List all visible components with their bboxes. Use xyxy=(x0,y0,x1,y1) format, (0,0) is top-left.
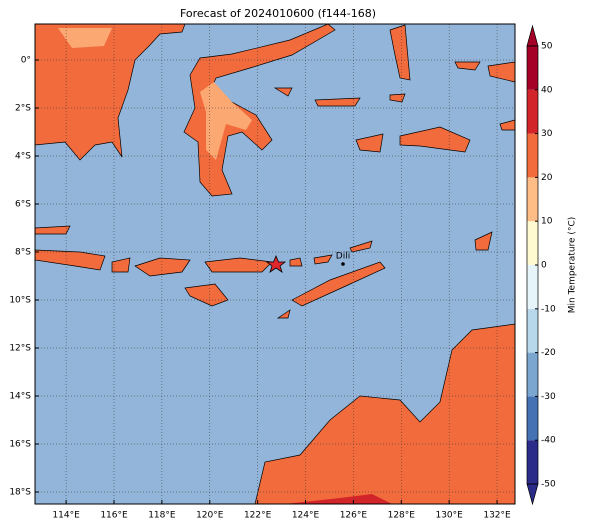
colorbar-bin xyxy=(527,396,538,441)
colorbar-tick-label: -50 xyxy=(541,480,556,490)
colorbar-tick-label: 50 xyxy=(541,42,553,52)
sumbawa xyxy=(111,257,191,277)
sumba xyxy=(184,283,229,307)
x-tick-label: 114°E xyxy=(52,511,80,521)
colorbar-tick-label: 0 xyxy=(541,261,547,271)
hot-zone xyxy=(285,494,392,504)
x-tick-label: 116°E xyxy=(100,511,128,521)
colorbar-label: Min Temperature (°C) xyxy=(568,217,578,314)
y-tick-label: 8°S xyxy=(15,248,31,258)
y-tick-label: 0° xyxy=(21,56,31,66)
flores xyxy=(204,257,273,273)
x-tick-label: 128°E xyxy=(388,511,416,521)
colorbar-bin xyxy=(527,265,538,309)
colorbar-bin xyxy=(527,308,538,353)
colorbar-tick-label: 30 xyxy=(541,129,553,139)
colorbar-bin xyxy=(527,440,538,484)
colorbar-tick-label: 20 xyxy=(541,173,553,183)
alor xyxy=(289,240,373,267)
sulawesi xyxy=(183,23,336,197)
timor xyxy=(276,261,386,319)
colorbar-tick-label: -10 xyxy=(541,304,556,314)
colorbar-tick-label: -20 xyxy=(541,348,556,358)
buru-seram xyxy=(355,126,471,153)
x-tick-label: 120°E xyxy=(196,511,224,521)
y-tick-label: 10°S xyxy=(9,296,31,306)
colorbar-bin xyxy=(527,352,538,397)
colorbar-tick-label: -30 xyxy=(541,392,556,402)
y-tick-label: 16°S xyxy=(9,440,31,450)
colorbar-bin xyxy=(527,133,538,178)
map: Dili xyxy=(34,23,516,505)
x-tick-label: 126°E xyxy=(340,511,368,521)
city-label: Dili xyxy=(336,252,350,262)
y-tick-label: 12°S xyxy=(9,344,31,354)
chart-title: Forecast of 2024010600 (f144-168) xyxy=(180,7,376,20)
warm-zone xyxy=(200,82,252,160)
y-tick-label: 4°S xyxy=(15,152,31,162)
colorbar-tick-label: 40 xyxy=(541,85,553,95)
star-marker xyxy=(265,254,287,273)
x-tick-label: 132°E xyxy=(483,511,511,521)
colorbar-tick-label: -40 xyxy=(541,436,556,446)
x-tick-label: 122°E xyxy=(244,511,272,521)
x-tick-label: 124°E xyxy=(292,511,320,521)
colorbar-bin xyxy=(527,46,538,90)
frame xyxy=(34,23,516,505)
city-marker xyxy=(341,262,345,266)
colorbar-bin xyxy=(527,221,538,265)
y-tick-label: 14°S xyxy=(9,392,31,402)
colorbar-bin xyxy=(527,89,538,134)
y-tick-label: 18°S xyxy=(9,488,31,498)
colorbar-bin xyxy=(527,177,538,222)
x-tick-label: 118°E xyxy=(148,511,176,521)
y-tick-label: 6°S xyxy=(15,200,31,210)
colorbar-tick-label: 10 xyxy=(541,217,553,227)
x-tick-label: 130°E xyxy=(435,511,463,521)
colorbar-extend xyxy=(526,483,539,506)
y-tick-label: 2°S xyxy=(15,104,31,114)
colorbar-extend xyxy=(526,24,539,47)
warm-zone xyxy=(58,28,112,48)
borneo xyxy=(34,23,186,161)
